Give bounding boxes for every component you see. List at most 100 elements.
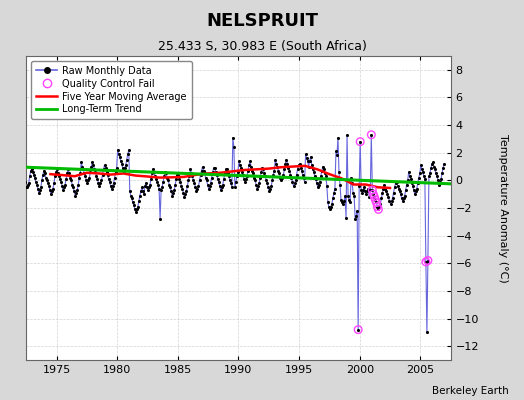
Point [149, 166, 157, 172]
Point [173, 172, 181, 178]
Point [148, 170, 156, 177]
Point [103, 172, 112, 178]
Point [155, 186, 163, 192]
Point [425, 170, 434, 177]
Point [145, 184, 153, 190]
Point [316, 173, 325, 180]
Point [391, 180, 400, 186]
Point [365, 194, 374, 200]
Point [321, 170, 329, 177]
Point [346, 199, 354, 206]
Point [369, 191, 377, 197]
Point [278, 174, 287, 181]
Point [435, 181, 443, 188]
Point [288, 178, 297, 185]
Point [184, 177, 193, 184]
Point [128, 199, 137, 206]
Point [372, 199, 380, 206]
Point [323, 183, 331, 189]
Point [310, 169, 318, 175]
Point [227, 180, 235, 186]
Point [360, 184, 368, 190]
Point [233, 173, 241, 180]
Point [428, 160, 436, 167]
Point [181, 191, 190, 197]
Point [168, 192, 177, 199]
Point [267, 183, 276, 189]
Point [138, 184, 146, 190]
Point [311, 173, 319, 180]
Point [326, 204, 335, 210]
Point [200, 170, 209, 177]
Point [71, 192, 80, 199]
Point [47, 191, 55, 197]
Point [271, 156, 279, 163]
Point [414, 174, 423, 181]
Point [409, 183, 417, 189]
Point [282, 156, 291, 163]
Point [389, 190, 398, 196]
Point [45, 183, 53, 189]
Point [114, 151, 123, 157]
Point [26, 173, 34, 180]
Point [129, 202, 138, 208]
Point [90, 166, 99, 172]
Point [363, 188, 372, 195]
Point [66, 174, 74, 181]
Point [289, 183, 298, 189]
Point [374, 206, 383, 212]
Point [402, 181, 411, 188]
Point [125, 147, 133, 153]
Point [406, 173, 414, 180]
Point [89, 162, 97, 168]
Point [39, 172, 47, 178]
Point [183, 183, 192, 189]
Point [52, 169, 60, 175]
Point [50, 180, 58, 186]
Point [352, 213, 361, 220]
Point [226, 177, 234, 184]
Point [339, 201, 347, 207]
Point [64, 166, 72, 172]
Point [185, 173, 193, 180]
Point [250, 174, 258, 181]
Point [16, 168, 25, 174]
Point [324, 199, 332, 206]
Point [440, 160, 448, 167]
Point [130, 206, 139, 212]
Point [95, 183, 104, 189]
Point [237, 165, 245, 171]
Point [383, 188, 391, 195]
Point [374, 206, 383, 212]
Text: NELSPRUIT: NELSPRUIT [206, 12, 318, 30]
Point [113, 165, 121, 171]
Point [353, 208, 362, 214]
Point [224, 170, 232, 177]
Point [180, 194, 189, 200]
Point [246, 158, 254, 164]
Point [213, 176, 222, 182]
Point [368, 187, 377, 193]
Point [301, 151, 310, 157]
Point [75, 174, 83, 181]
Point [62, 176, 70, 182]
Point [93, 176, 102, 182]
Point [264, 184, 272, 190]
Point [199, 163, 207, 170]
Point [91, 169, 100, 175]
Point [55, 173, 63, 180]
Point [43, 177, 51, 184]
Point [399, 195, 408, 202]
Point [299, 174, 308, 181]
Point [403, 177, 412, 184]
Point [126, 188, 134, 195]
Point [108, 183, 117, 189]
Point [236, 162, 244, 168]
Point [189, 177, 198, 184]
Point [411, 188, 420, 195]
Point [307, 154, 315, 160]
Point [247, 163, 255, 170]
Point [196, 172, 205, 178]
Point [127, 192, 135, 199]
Point [356, 138, 364, 145]
